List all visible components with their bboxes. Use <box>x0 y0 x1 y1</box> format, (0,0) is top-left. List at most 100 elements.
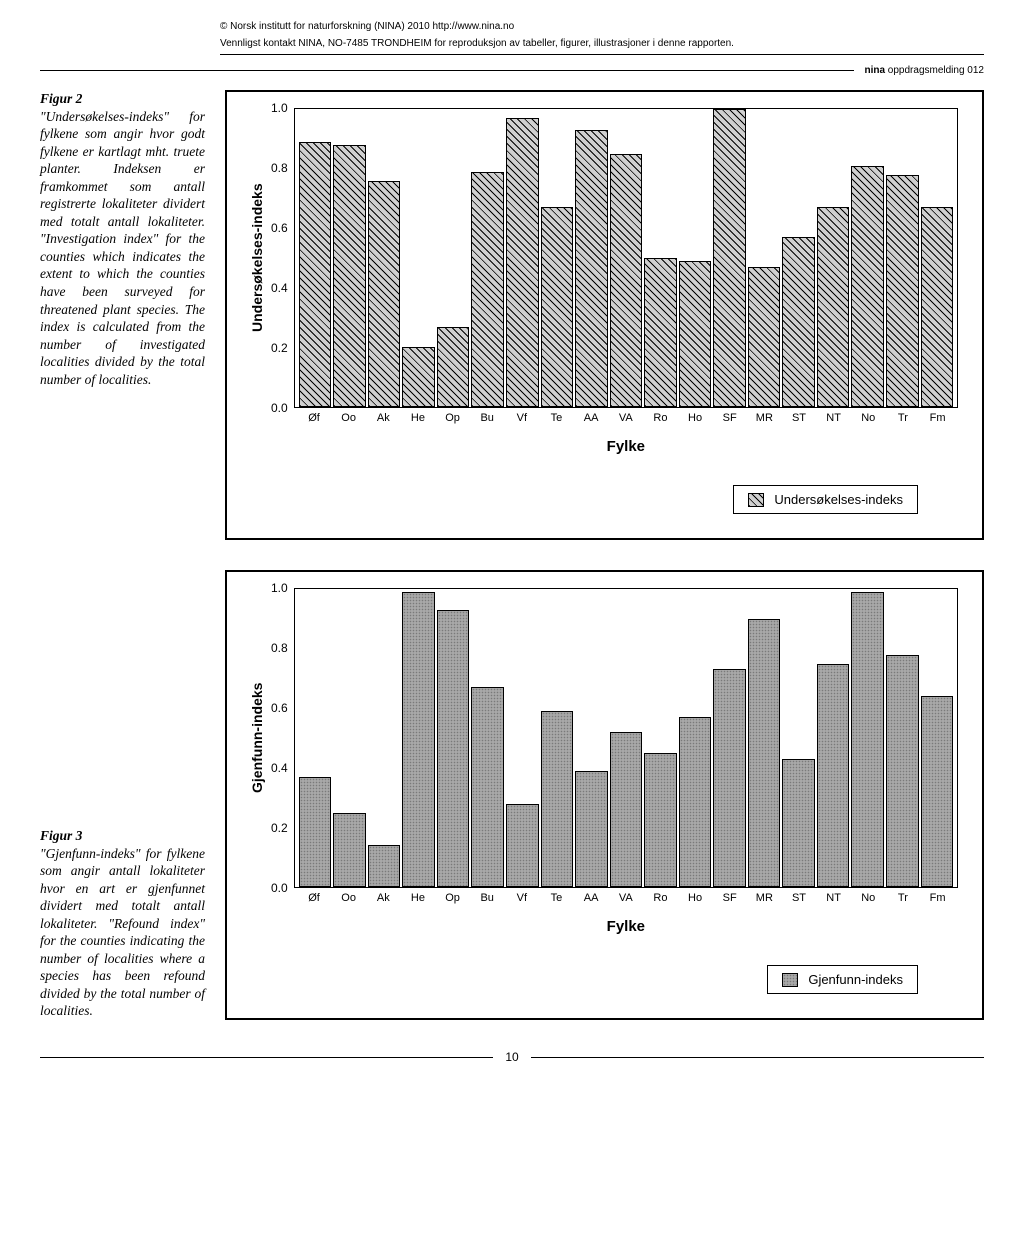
xtick: Te <box>540 892 573 904</box>
bar <box>402 109 435 407</box>
xtick: Øf <box>298 412 331 424</box>
bar <box>541 589 574 887</box>
bar <box>644 589 677 887</box>
bar <box>506 109 539 407</box>
xtick: NT <box>817 892 850 904</box>
report-tag: nina oppdragsmelding 012 <box>864 65 984 76</box>
bar <box>333 589 366 887</box>
chart-2-plot <box>294 108 958 408</box>
bar <box>679 109 712 407</box>
xtick: SF <box>713 412 746 424</box>
chart-3-yaxis: 0.00.20.40.60.81.0 <box>271 588 294 888</box>
chart-3-legend: Gjenfunn-indeks <box>767 965 918 994</box>
chart-3-ylabel: Gjenfunn-indeks <box>243 588 271 888</box>
bar <box>644 109 677 407</box>
chart-3-xaxis: ØfOoAkHeOpBuVfTeAAVARoHoSFMRSTNTNoTrFm <box>294 888 958 904</box>
figure-2-label: Figur 2 <box>40 91 82 106</box>
bar <box>299 589 332 887</box>
bar <box>782 589 815 887</box>
chart-3-legend-swatch <box>782 973 798 987</box>
chart-3-xlabel: Fylke <box>294 918 958 935</box>
bar <box>748 109 781 407</box>
bar <box>610 109 643 407</box>
figure-2-row: Figur 2 "Undersøkelses-indeks" for fylke… <box>40 90 984 540</box>
xtick: NT <box>817 412 850 424</box>
xtick: Oo <box>332 412 365 424</box>
figure-2-caption: Figur 2 "Undersøkelses-indeks" for fylke… <box>40 90 205 388</box>
top-rule: nina oppdragsmelding 012 <box>40 65 984 76</box>
chart-3: Gjenfunn-indeks 0.00.20.40.60.81.0 . 0.0… <box>243 588 958 994</box>
chart-3-plot <box>294 588 958 888</box>
bar <box>851 589 884 887</box>
bar <box>748 589 781 887</box>
xtick: No <box>852 892 885 904</box>
xtick: Oo <box>332 892 365 904</box>
bar <box>471 589 504 887</box>
xtick: Op <box>436 412 469 424</box>
figure-3-row: Figur 3 "Gjenfunn-indeks" for fylkene so… <box>40 570 984 1020</box>
xtick: AA <box>575 412 608 424</box>
bar <box>575 589 608 887</box>
bar <box>402 589 435 887</box>
chart-2-legend: Undersøkelses-indeks <box>733 485 918 514</box>
report-tag-bold: nina <box>864 65 885 76</box>
figure-3-caption-text: "Gjenfunn-indeks" for fylkene som angir … <box>40 846 205 1019</box>
bar <box>921 109 954 407</box>
chart-2-xlabel: Fylke <box>294 438 958 455</box>
bar <box>575 109 608 407</box>
bar <box>368 589 401 887</box>
bar <box>886 109 919 407</box>
bar <box>437 589 470 887</box>
xtick: Vf <box>506 892 539 904</box>
xtick: Øf <box>298 892 331 904</box>
xtick: ST <box>783 412 816 424</box>
xtick: He <box>402 892 435 904</box>
bar <box>437 109 470 407</box>
bar <box>506 589 539 887</box>
xtick: Ak <box>367 412 400 424</box>
bar <box>782 109 815 407</box>
xtick: Ro <box>644 892 677 904</box>
xtick: Ak <box>367 892 400 904</box>
bar <box>713 109 746 407</box>
xtick: Vf <box>506 412 539 424</box>
bar <box>817 109 850 407</box>
figure-2-caption-text: "Undersøkelses-indeks" for fylkene som a… <box>40 109 205 387</box>
xtick: No <box>852 412 885 424</box>
bar <box>851 109 884 407</box>
bar <box>679 589 712 887</box>
bar <box>299 109 332 407</box>
xtick: Fm <box>921 892 954 904</box>
bar <box>368 109 401 407</box>
xtick: Tr <box>887 412 920 424</box>
xtick: Op <box>436 892 469 904</box>
xtick: AA <box>575 892 608 904</box>
xtick: VA <box>609 412 642 424</box>
bar <box>541 109 574 407</box>
xtick: Tr <box>887 892 920 904</box>
chart-2-legend-swatch <box>748 493 764 507</box>
xtick: ST <box>783 892 816 904</box>
page-number: 10 <box>493 1050 530 1064</box>
header-copyright: © Norsk institutt for naturforskning (NI… <box>220 20 984 33</box>
figure-2-chart-frame: Undersøkelses-indeks 0.00.20.40.60.81.0 … <box>225 90 984 540</box>
figure-3-chart-frame: Gjenfunn-indeks 0.00.20.40.60.81.0 . 0.0… <box>225 570 984 1020</box>
xtick: Bu <box>471 412 504 424</box>
xtick: Fm <box>921 412 954 424</box>
bar <box>471 109 504 407</box>
chart-2: Undersøkelses-indeks 0.00.20.40.60.81.0 … <box>243 108 958 514</box>
report-tag-rest: oppdragsmelding 012 <box>885 65 984 76</box>
chart-2-xaxis: ØfOoAkHeOpBuVfTeAAVARoHoSFMRSTNTNoTrFm <box>294 408 958 424</box>
bar <box>333 109 366 407</box>
bar <box>886 589 919 887</box>
header-contact: Vennligst kontakt NINA, NO-7485 TRONDHEI… <box>220 37 984 50</box>
xtick: MR <box>748 412 781 424</box>
bar <box>817 589 850 887</box>
bar <box>610 589 643 887</box>
bar <box>921 589 954 887</box>
xtick: Ho <box>679 892 712 904</box>
header-divider <box>220 54 984 55</box>
xtick: MR <box>748 892 781 904</box>
xtick: Te <box>540 412 573 424</box>
xtick: Ro <box>644 412 677 424</box>
